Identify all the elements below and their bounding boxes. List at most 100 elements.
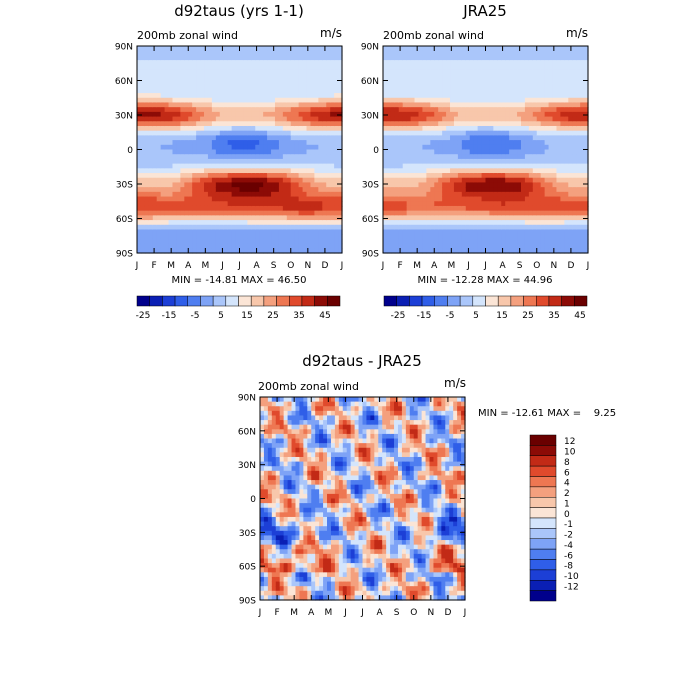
heatmap-cell <box>520 97 526 104</box>
heatmap-cell <box>398 140 404 146</box>
heatmap-cell <box>450 83 455 89</box>
heatmap-cell <box>260 498 265 504</box>
heatmap-cell <box>564 215 569 221</box>
heatmap-cell <box>438 144 443 151</box>
heatmap-cell <box>271 50 276 56</box>
heatmap-cell <box>260 526 265 532</box>
heatmap-cell <box>152 78 158 85</box>
heatmap-cell <box>383 168 388 174</box>
heatmap-cell <box>286 154 292 160</box>
heatmap-cell <box>402 93 408 99</box>
heatmap-cell <box>520 46 526 52</box>
heatmap-cell <box>446 187 451 193</box>
heatmap-cell <box>144 205 150 212</box>
heatmap-cell <box>489 50 494 56</box>
heatmap-cell <box>544 111 550 118</box>
heatmap-cell <box>580 116 585 122</box>
heatmap-cell <box>505 83 510 89</box>
heatmap-cell <box>560 187 565 193</box>
heatmap-cell <box>227 187 233 193</box>
heatmap-cell <box>457 154 463 160</box>
heatmap-cell <box>243 234 248 240</box>
heatmap-cell <box>568 111 573 118</box>
heatmap-cell <box>192 224 197 231</box>
heatmap-cell <box>560 238 565 245</box>
heatmap-cell <box>489 116 494 122</box>
heatmap-cell <box>481 55 487 61</box>
heatmap-cell <box>489 238 494 245</box>
heatmap-cell <box>453 149 459 155</box>
heatmap-cell <box>552 125 558 132</box>
heatmap-cell <box>548 144 554 151</box>
heatmap-cell <box>501 187 506 193</box>
heatmap-cell <box>180 121 185 127</box>
heatmap-cell <box>140 78 146 85</box>
heatmap-cell <box>211 83 217 89</box>
heatmap-cell <box>219 210 225 216</box>
heatmap-cell <box>255 121 260 127</box>
heatmap-cell <box>310 234 315 240</box>
heatmap-cell <box>298 243 304 249</box>
heatmap-cell <box>200 116 205 122</box>
heatmap-cell <box>271 177 276 184</box>
heatmap-cell <box>334 177 339 184</box>
heatmap-cell <box>528 74 534 80</box>
x-tick-label: S <box>517 261 523 271</box>
heatmap-cell <box>267 521 273 527</box>
heatmap-cell <box>271 158 276 165</box>
heatmap-cell <box>275 415 281 421</box>
heatmap-cell <box>231 177 237 184</box>
heatmap-cell <box>267 224 272 231</box>
heatmap-cell <box>520 60 526 66</box>
heatmap-cell <box>406 168 412 174</box>
heatmap-cell <box>473 140 479 146</box>
heatmap-cell <box>137 238 142 245</box>
heatmap-cell <box>267 498 273 504</box>
heatmap-cell <box>497 158 502 165</box>
heatmap-cell <box>536 64 542 71</box>
heatmap-cell <box>580 173 585 179</box>
heatmap-cell <box>457 88 463 94</box>
heatmap-cell <box>580 163 585 169</box>
heatmap-cell <box>422 205 427 212</box>
heatmap-cell <box>267 424 273 430</box>
heatmap-cell <box>334 74 339 80</box>
heatmap-cell <box>235 149 241 155</box>
heatmap-cell <box>422 125 427 132</box>
heatmap-cell <box>532 224 538 231</box>
heatmap-cell <box>414 149 420 155</box>
heatmap-cell <box>156 248 162 254</box>
heatmap-cell <box>465 196 471 202</box>
heatmap-cell <box>180 149 185 155</box>
heatmap-cell <box>544 182 550 188</box>
heatmap-cell <box>298 201 304 207</box>
heatmap-cell <box>422 224 427 231</box>
heatmap-cell <box>473 55 479 61</box>
heatmap-cell <box>219 173 225 179</box>
heatmap-cell <box>282 55 288 61</box>
heatmap-cell <box>398 130 404 136</box>
heatmap-cell <box>314 125 319 132</box>
heatmap-cell <box>584 163 589 169</box>
heatmap-cell <box>275 544 281 550</box>
heatmap-cell <box>528 121 534 127</box>
heatmap-cell <box>532 78 538 85</box>
heatmap-cell <box>493 205 498 212</box>
heatmap-cell <box>501 196 506 202</box>
heatmap-cell <box>568 201 573 207</box>
heatmap-cell <box>524 78 530 85</box>
heatmap-cell <box>513 168 518 174</box>
heatmap-cell <box>406 125 412 132</box>
heatmap-cell <box>564 210 569 216</box>
heatmap-cell <box>326 107 331 113</box>
heatmap-cell <box>477 93 483 99</box>
heatmap-cell <box>137 154 142 160</box>
heatmap-cell <box>426 60 431 66</box>
heatmap-cell <box>414 111 420 118</box>
heatmap-cell <box>152 173 158 179</box>
heatmap-cell <box>148 182 154 188</box>
heatmap-cell <box>255 210 260 216</box>
heatmap-cell <box>576 224 581 231</box>
heatmap-cell <box>418 177 424 184</box>
heatmap-cell <box>469 224 475 231</box>
